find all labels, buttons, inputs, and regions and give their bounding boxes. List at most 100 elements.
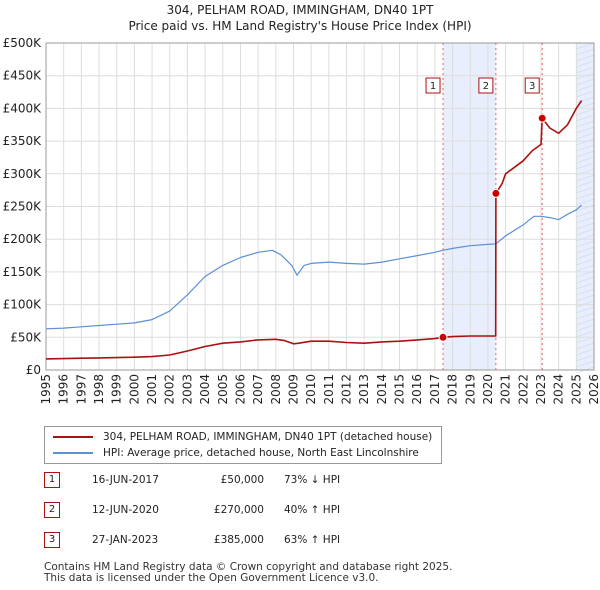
forecast-hatch: [576, 192, 595, 200]
y-tick-label: £350K: [3, 134, 43, 148]
y-tick-label: £0: [26, 363, 41, 377]
forecast-hatch: [576, 324, 595, 332]
sale-marker-box: [425, 77, 441, 94]
x-tick-label: 1996: [57, 374, 71, 405]
forecast-hatch: [576, 354, 595, 362]
table-row: 2 12-JUN-2020 £270,000 40% ↑ HPI: [44, 502, 404, 520]
forecast-hatch: [576, 150, 595, 158]
y-tick-label: £50K: [10, 330, 42, 344]
x-tick-label: 2003: [180, 374, 194, 405]
x-tick-label: 2006: [233, 374, 247, 405]
sale-date: 16-JUN-2017: [92, 474, 159, 486]
y-tick-label: £400K: [3, 101, 43, 115]
x-tick-label: 2009: [286, 374, 300, 405]
footer: Contains HM Land Registry data © Crown c…: [44, 562, 452, 584]
forecast-hatch: [576, 108, 595, 116]
sale-price: £50,000: [220, 474, 264, 486]
plot-frame: [45, 42, 595, 371]
x-tick-label: 1997: [74, 374, 88, 405]
forecast-hatch: [576, 306, 595, 314]
sale-price: £385,000: [213, 534, 264, 546]
y-tick-label: £200K: [3, 232, 43, 246]
sale-point: [438, 332, 448, 342]
x-tick-label: 2026: [587, 374, 600, 405]
forecast-hatch: [576, 96, 595, 104]
x-tick-label: 2020: [481, 374, 495, 405]
legend-item-hpi: HPI: Average price, detached house, Nort…: [53, 446, 419, 460]
sale-number-badge: 2: [44, 502, 60, 518]
chart-subtitle: Price paid vs. HM Land Registry's House …: [128, 19, 472, 33]
x-tick-label: 2008: [269, 374, 283, 405]
forecast-hatch: [576, 216, 595, 224]
sale-number-badge: 1: [44, 472, 60, 488]
x-tick-label: 1995: [39, 374, 53, 405]
forecast-hatch: [576, 162, 595, 170]
x-tick-label: 2013: [357, 374, 371, 405]
forecast-hatch: [576, 90, 595, 98]
sale-hpi-comparison: 63% ↑ HPI: [284, 534, 341, 546]
table-row: 3 27-JAN-2023 £385,000 63% ↑ HPI: [44, 532, 404, 550]
sale-number-badge: 3: [44, 532, 60, 548]
forecast-hatch: [576, 60, 595, 68]
forecast-hatch: [576, 78, 595, 86]
forecast-hatch: [576, 132, 595, 140]
forecast-hatch: [576, 258, 595, 266]
forecast-hatch: [576, 264, 595, 272]
x-tick-label: 2004: [198, 374, 212, 405]
sale-point: [537, 113, 547, 123]
forecast-hatch: [576, 126, 595, 134]
x-tick-label: 2025: [569, 374, 583, 405]
forecast-hatch: [576, 222, 595, 230]
forecast-hatch: [576, 348, 595, 356]
forecast-hatch: [576, 276, 595, 284]
x-tick-label: 2017: [428, 374, 442, 405]
forecast-hatch: [576, 342, 595, 350]
forecast-hatch: [576, 120, 595, 128]
x-tick-label: 2024: [552, 374, 566, 405]
x-tick-label: 2019: [463, 374, 477, 405]
x-tick-label: 2000: [127, 374, 141, 405]
forecast-hatch: [576, 240, 595, 248]
legend-label-hpi: HPI: Average price, detached house, Nort…: [103, 447, 419, 459]
x-tick-label: 2005: [216, 374, 230, 405]
x-tick-label: 2015: [393, 374, 407, 405]
x-tick-label: 2016: [410, 374, 424, 405]
forecast-hatch: [576, 138, 595, 146]
x-tick-label: 2012: [340, 374, 354, 405]
forecast-hatch: [576, 84, 595, 92]
x-tick-label: 2011: [322, 374, 336, 405]
legend: 304, PELHAM ROAD, IMMINGHAM, DN40 1PT (d…: [44, 426, 442, 464]
forecast-hatch: [576, 180, 595, 188]
table-row: 1 16-JUN-2017 £50,000 73% ↓ HPI: [44, 472, 404, 490]
x-tick-label: 2018: [446, 374, 460, 405]
hpi-line: [45, 204, 582, 330]
forecast-hatch: [576, 336, 595, 344]
footer-licence: This data is licensed under the Open Gov…: [44, 572, 379, 584]
sale-marker-box: [524, 77, 540, 94]
sale-point: [491, 188, 501, 198]
y-tick-label: £250K: [3, 200, 43, 214]
forecast-hatch: [576, 246, 595, 254]
forecast-hatch: [576, 282, 595, 290]
forecast-hatch: [576, 186, 595, 194]
x-tick-label: 1999: [110, 374, 124, 405]
forecast-hatch: [576, 228, 595, 236]
x-tick-label: 2022: [516, 374, 530, 405]
forecast-hatch: [576, 360, 595, 368]
sale-marker-label: 1: [430, 81, 436, 92]
x-tick-label: 2023: [534, 374, 548, 405]
legend-label-property: 304, PELHAM ROAD, IMMINGHAM, DN40 1PT (d…: [103, 431, 433, 443]
forecast-hatch: [576, 42, 595, 50]
forecast-hatch: [576, 210, 595, 218]
forecast-hatch: [576, 294, 595, 302]
y-tick-label: £450K: [3, 69, 43, 83]
sale-marker-label: 3: [529, 81, 535, 92]
sale-price: £270,000: [213, 504, 264, 516]
sale-hpi-comparison: 40% ↑ HPI: [284, 504, 341, 516]
sale-hpi-comparison: 73% ↓ HPI: [284, 474, 341, 486]
sale-date: 27-JAN-2023: [92, 534, 159, 546]
forecast-hatch: [576, 48, 595, 56]
forecast-hatch: [576, 54, 595, 62]
legend-swatch-property: [53, 436, 93, 438]
footer-copyright: Contains HM Land Registry data © Crown c…: [44, 561, 453, 573]
